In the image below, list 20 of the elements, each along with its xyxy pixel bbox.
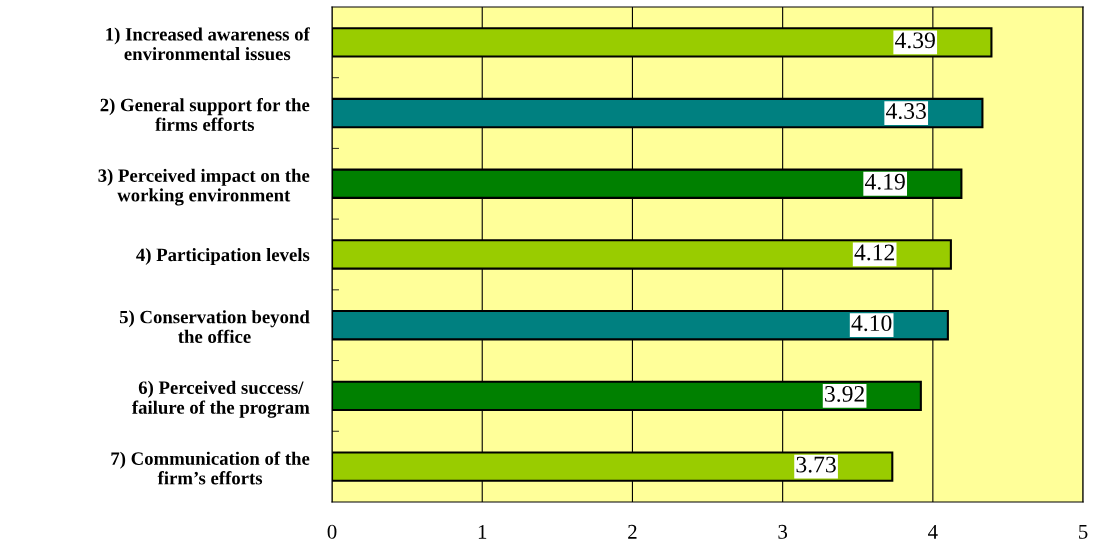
data-label: 4.19 bbox=[864, 173, 905, 190]
data-label: 3.92 bbox=[825, 385, 864, 402]
y-tick-label: 4) Participation levels bbox=[136, 247, 310, 265]
y-tick-label: 3) Perceived impact on the working environment bbox=[98, 168, 310, 206]
x-tick-label: 1 bbox=[478, 524, 487, 539]
y-tick-label: 7) Communication of the firm’s efforts bbox=[111, 451, 310, 485]
y-tick-label: 6) Perceived success/ failure of the program bbox=[132, 380, 310, 418]
x-tick-label: 0 bbox=[327, 524, 337, 539]
y-tick-label: 2) General support for the firms efforts bbox=[100, 97, 310, 131]
y-tick-label: 5) Conservation beyond the office bbox=[119, 310, 310, 344]
data-label: 4.12 bbox=[854, 244, 895, 261]
data-label: 3.73 bbox=[796, 456, 836, 473]
x-tick-label: 2 bbox=[628, 524, 637, 539]
y-tick-label: 1) Increased awareness of environmental issues bbox=[106, 27, 310, 61]
data-label: 4.39 bbox=[895, 32, 935, 49]
x-tick-label: 3 bbox=[778, 524, 788, 539]
data-label: 4.33 bbox=[886, 103, 926, 120]
x-tick-label: 5 bbox=[1079, 525, 1088, 539]
data-label: 4.10 bbox=[851, 315, 892, 332]
x-tick-label: 4 bbox=[928, 524, 938, 539]
